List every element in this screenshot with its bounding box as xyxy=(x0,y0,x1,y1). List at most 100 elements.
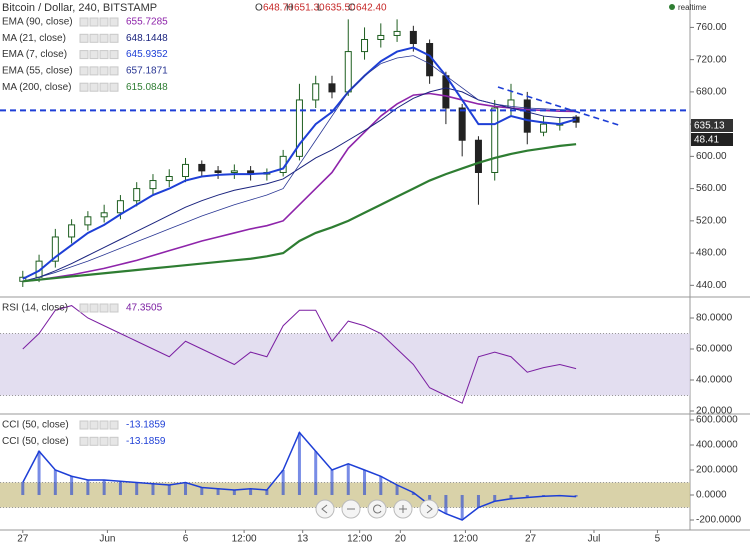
x-tick-label: 20 xyxy=(395,534,407,545)
candle-body xyxy=(68,224,76,238)
y-tick-label: 400.0000 xyxy=(696,440,738,451)
legend-name: MA (200, close) xyxy=(2,82,71,93)
series-line xyxy=(22,55,577,282)
histogram-bar xyxy=(249,488,253,495)
candle-body xyxy=(51,236,59,262)
candle-body xyxy=(84,216,92,226)
ohlc-value: 648.70 xyxy=(263,3,294,14)
histogram-bar xyxy=(200,487,204,495)
y-tick-label: 760.00 xyxy=(696,22,727,33)
legend-name: EMA (7, close) xyxy=(2,49,67,60)
y-tick-label: 480.00 xyxy=(696,248,727,259)
candle-body xyxy=(328,83,336,93)
histogram-bar xyxy=(151,483,155,495)
legend-value: 648.1448 xyxy=(126,33,168,44)
candle-body xyxy=(377,34,385,40)
legend-button xyxy=(79,303,89,313)
legend-value: -13.1859 xyxy=(126,436,166,447)
legend-button xyxy=(89,66,99,76)
legend-button xyxy=(99,303,109,313)
histogram-bar xyxy=(184,482,188,495)
ohlc-key: L xyxy=(317,3,323,14)
x-tick-label: 12:00 xyxy=(232,534,257,545)
histogram-bar xyxy=(37,451,41,495)
candle-body xyxy=(491,107,499,173)
histogram-bar xyxy=(102,480,106,495)
realtime: realtime xyxy=(678,3,707,12)
histogram-bar xyxy=(476,495,480,508)
candle-body xyxy=(523,99,531,133)
legend-button xyxy=(79,17,89,27)
y-tick-label: 40.0000 xyxy=(696,375,733,386)
histogram-bar xyxy=(167,485,171,495)
histogram-bar xyxy=(395,485,399,495)
candle-body xyxy=(361,38,369,53)
histogram-bar xyxy=(135,482,139,495)
candle-body xyxy=(344,51,352,93)
legend-button xyxy=(79,436,89,446)
icon xyxy=(426,504,433,514)
legend-value: 655.7285 xyxy=(126,17,168,28)
histogram-bar xyxy=(444,495,448,514)
histogram-bar xyxy=(330,470,334,495)
histogram-bar xyxy=(363,470,367,495)
candle-body xyxy=(540,123,548,133)
zoom-controls[interactable] xyxy=(315,499,439,519)
candle-body xyxy=(198,163,206,172)
candle-body xyxy=(165,176,173,182)
legend-button xyxy=(79,82,89,92)
x-tick-label: 6 xyxy=(183,534,189,545)
histogram-bar xyxy=(232,490,236,495)
legend-name: RSI (14, close) xyxy=(2,303,68,314)
legend-button xyxy=(99,33,109,43)
ohlc-value: 651.30 xyxy=(294,3,325,14)
series-line xyxy=(22,46,577,280)
y-tick-label: 600.00 xyxy=(696,151,727,162)
histogram-bar xyxy=(460,495,464,520)
candle-body xyxy=(458,107,466,141)
legend-value: 47.3505 xyxy=(126,303,163,314)
last-value-box xyxy=(691,119,733,132)
scroll-left[interactable] xyxy=(315,499,335,519)
histogram-bar xyxy=(281,470,285,495)
legend-value: -13.1859 xyxy=(126,420,166,431)
candle-body xyxy=(312,83,320,101)
legend-button xyxy=(109,66,119,76)
histogram-bar xyxy=(379,476,383,495)
legend-button xyxy=(109,82,119,92)
legend-value: 645.9352 xyxy=(126,49,168,60)
x-tick-label: Jul xyxy=(588,534,601,545)
reset[interactable] xyxy=(367,499,387,519)
trend-line xyxy=(497,86,619,126)
histogram-bar xyxy=(542,495,546,497)
legend-name: EMA (55, close) xyxy=(2,66,73,77)
legend-button xyxy=(109,33,119,43)
y-tick-label: 0.0000 xyxy=(696,490,727,501)
histogram-bar xyxy=(265,490,269,495)
ohlc-key: H xyxy=(286,3,293,14)
y-tick-label: 440.00 xyxy=(696,280,727,291)
legend-name: CCI (50, close) xyxy=(2,420,69,431)
legend-button xyxy=(109,50,119,60)
y-tick-label: 200.0000 xyxy=(696,465,738,476)
last-value-box xyxy=(691,133,733,146)
legend-button xyxy=(79,50,89,60)
legend-button xyxy=(109,420,119,430)
legend-button xyxy=(99,82,109,92)
legend-value: 615.0848 xyxy=(126,82,168,93)
candle-body xyxy=(116,200,124,214)
candle-body xyxy=(214,170,222,173)
ohlc-key: C xyxy=(348,3,355,14)
legend-button xyxy=(89,17,99,27)
legend-button xyxy=(89,82,99,92)
candle-body xyxy=(182,163,190,178)
histogram-bar xyxy=(216,488,220,495)
scroll-right[interactable] xyxy=(419,499,439,519)
histogram-bar xyxy=(70,476,74,495)
y-tick-label: -200.0000 xyxy=(696,515,741,526)
y-tick-label: 720.00 xyxy=(696,54,727,65)
candle-body xyxy=(474,139,482,173)
candle-body xyxy=(295,99,303,157)
histogram-bar xyxy=(525,495,529,498)
